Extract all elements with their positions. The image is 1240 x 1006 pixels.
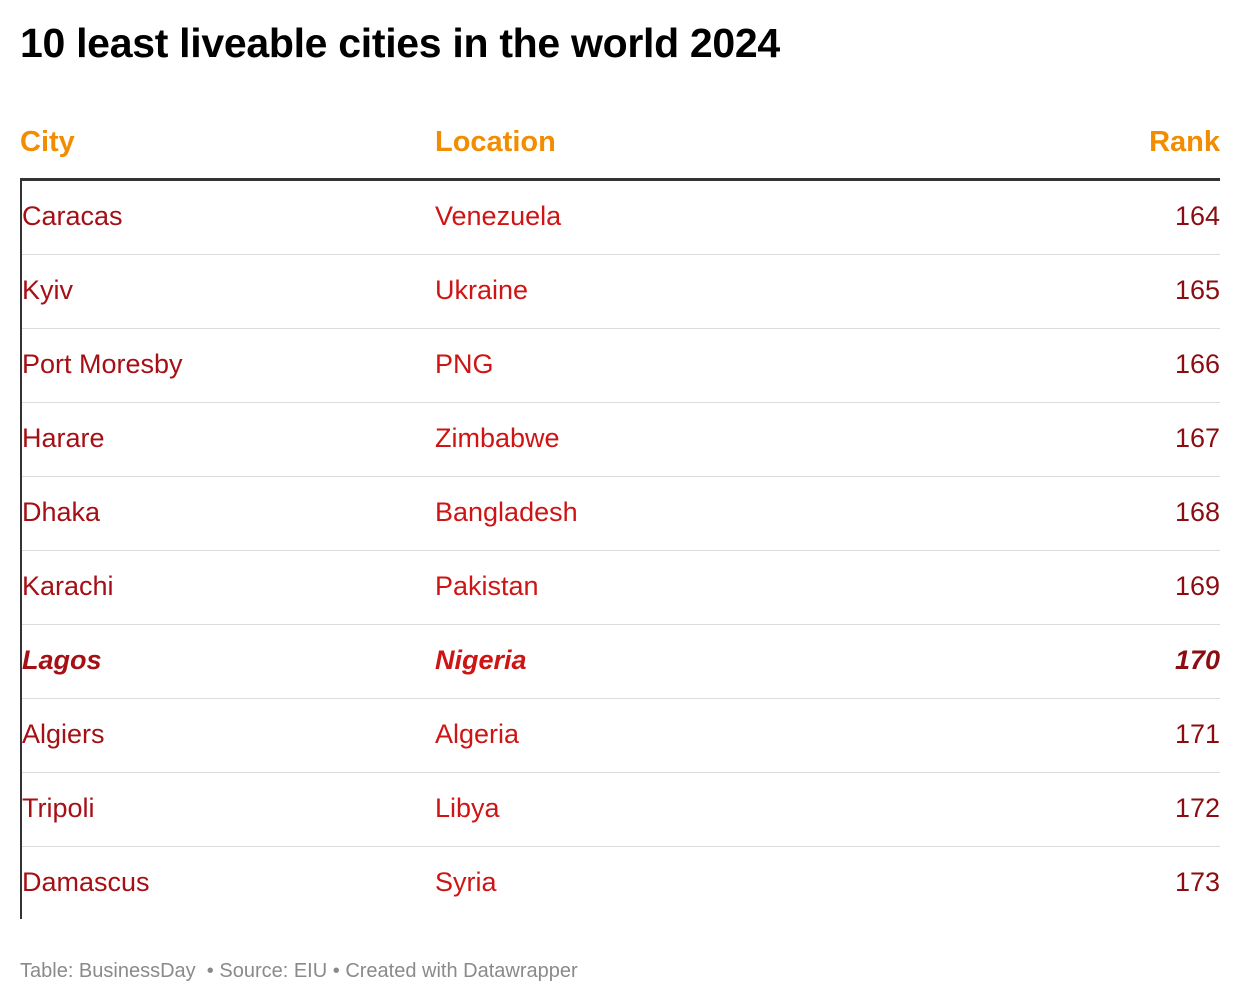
table-row: Karachi Pakistan 169 [22, 551, 1220, 625]
cell-city: Dhaka [22, 497, 101, 527]
cell-rank: 173 [1174, 867, 1220, 897]
cell-location: Zimbabwe [435, 423, 560, 453]
cell-location: Bangladesh [435, 497, 578, 527]
cell-city: Port Moresby [22, 349, 183, 379]
cell-rank: 171 [1174, 719, 1220, 749]
cell-city: Algiers [22, 719, 105, 749]
cell-location: Libya [435, 793, 500, 823]
table-row: Harare Zimbabwe 167 [22, 403, 1220, 477]
table-row: Kyiv Ukraine 165 [22, 255, 1220, 329]
table-row: Damascus Syria 173 [22, 847, 1220, 919]
cell-location: Nigeria [435, 645, 527, 675]
cell-city: Kyiv [22, 275, 74, 305]
cell-rank: 169 [1174, 571, 1220, 601]
cell-city: Harare [22, 423, 105, 453]
table-row: Caracas Venezuela 164 [22, 181, 1220, 255]
table-row: Algiers Algeria 171 [22, 699, 1220, 773]
cell-rank: 167 [1174, 423, 1220, 453]
table-body: Caracas Venezuela 164 Kyiv Ukraine 165 Port Mo… [20, 181, 1220, 919]
column-header-city[interactable]: City [20, 126, 75, 158]
footer-gap [196, 960, 207, 982]
table-row: Dhaka Bangladesh 168 [22, 477, 1220, 551]
cell-rank: 172 [1174, 793, 1220, 823]
table-row: Port Moresby PNG 166 [22, 329, 1220, 403]
cell-rank: 165 [1174, 275, 1220, 305]
cell-location: Pakistan [435, 571, 539, 601]
cell-city: Damascus [22, 867, 150, 897]
table-row: Lagos Nigeria 170 [22, 625, 1220, 699]
column-header-location[interactable]: Location [435, 126, 556, 158]
cell-rank: 168 [1174, 497, 1220, 527]
data-table: City Location Rank Caracas Venezuela 164 Ky… [20, 118, 1220, 919]
cell-city: Lagos [22, 645, 102, 675]
cell-rank: 170 [1174, 645, 1220, 675]
table-header: City Location Rank [20, 118, 1220, 181]
cell-location: Ukraine [435, 275, 529, 305]
page-title: 10 least liveable cities in the world 20… [20, 20, 780, 66]
footer: Table: BusinessDay • Source: EIU • Creat… [20, 960, 578, 983]
table-row: Tripoli Libya 172 [22, 773, 1220, 847]
cell-rank: 164 [1174, 201, 1220, 231]
cell-location: Syria [435, 867, 497, 897]
cell-rank: 166 [1174, 349, 1220, 379]
footer-table-credit: Table: BusinessDay [20, 960, 196, 982]
cell-city: Karachi [22, 571, 114, 601]
footer-separator: • [332, 960, 340, 982]
footer-source: Source: EIU [219, 960, 328, 982]
cell-city: Tripoli [22, 793, 95, 823]
cell-location: PNG [435, 349, 494, 379]
column-header-rank[interactable]: Rank [1149, 126, 1220, 158]
footer-created-with: Created with Datawrapper [345, 960, 578, 982]
cell-city: Caracas [22, 201, 123, 231]
cell-location: Venezuela [435, 201, 562, 231]
footer-separator: • [206, 960, 214, 982]
cell-location: Algeria [435, 719, 520, 749]
